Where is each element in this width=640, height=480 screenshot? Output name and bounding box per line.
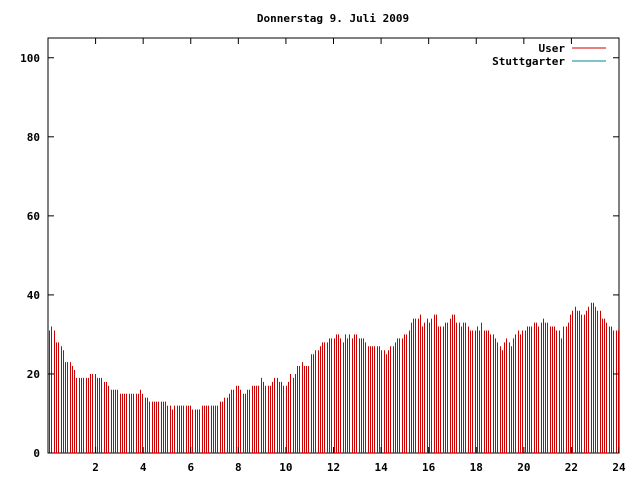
x-tick-label: 8 <box>235 461 242 474</box>
x-tick-label: 24 <box>612 461 626 474</box>
y-tick-label: 60 <box>27 210 40 223</box>
x-tick-label: 4 <box>140 461 147 474</box>
y-tick-label: 80 <box>27 131 40 144</box>
x-tick-label: 6 <box>187 461 194 474</box>
y-tick-label: 0 <box>33 447 40 460</box>
y-axis: 0 20 40 60 80 100 <box>20 52 619 460</box>
x-tick-label: 18 <box>470 461 483 474</box>
chart-title: Donnerstag 9. Juli 2009 <box>257 12 409 25</box>
x-tick-label: 10 <box>279 461 292 474</box>
x-tick-label: 16 <box>422 461 436 474</box>
legend-label-user: User <box>539 42 566 55</box>
x-tick-label: 22 <box>565 461 578 474</box>
legend-label-stuttgarter: Stuttgarter <box>492 55 565 68</box>
y-tick-label: 40 <box>27 289 40 302</box>
plot-frame <box>47 37 620 454</box>
legend: User Stuttgarter <box>492 42 606 68</box>
x-tick-label: 12 <box>327 461 340 474</box>
x-tick-label: 2 <box>92 461 99 474</box>
x-tick-label: 20 <box>517 461 530 474</box>
x-tick-label: 14 <box>374 461 388 474</box>
y-tick-label: 100 <box>20 52 40 65</box>
bar-series-user <box>49 302 619 453</box>
y-tick-label: 20 <box>27 368 40 381</box>
x-axis: 2 4 6 8 10 12 14 16 18 20 22 24 <box>92 38 626 474</box>
